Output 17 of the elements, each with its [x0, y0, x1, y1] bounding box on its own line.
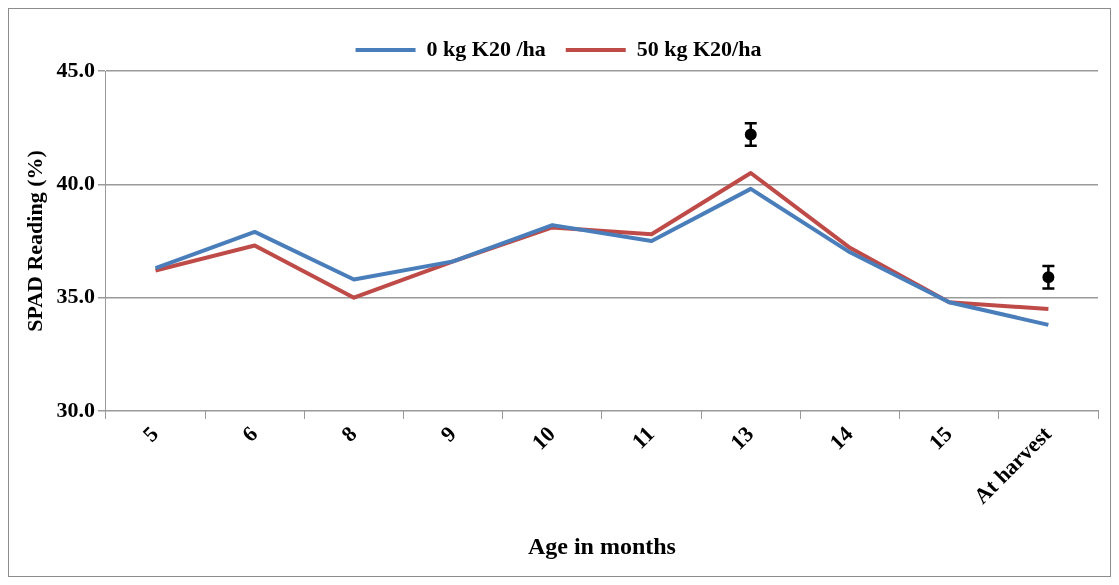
x-axis-title: Age in months [527, 532, 676, 559]
y-tick-label: 40.0 [56, 170, 95, 196]
x-tick-label: 6 [236, 421, 263, 447]
x-tick-label: 10 [526, 421, 560, 455]
legend-label: 50 kg K20/ha [636, 35, 762, 61]
y-tick-label: 30.0 [56, 396, 95, 422]
y-tick-label: 35.0 [56, 283, 95, 309]
x-tick-label: 13 [725, 421, 759, 455]
x-tick-label: 8 [336, 421, 362, 447]
y-tick-label: 45.0 [56, 56, 95, 82]
y-axis-title: SPAD Reading (%) [21, 150, 47, 332]
x-tick-label: 5 [137, 421, 164, 447]
x-tick-label: 14 [824, 421, 858, 455]
x-tick-label: 15 [923, 421, 957, 455]
x-tick-label: 9 [435, 421, 461, 447]
legend-label: 0 kg K20 /ha [426, 35, 546, 61]
x-tick-label: 11 [626, 421, 660, 454]
